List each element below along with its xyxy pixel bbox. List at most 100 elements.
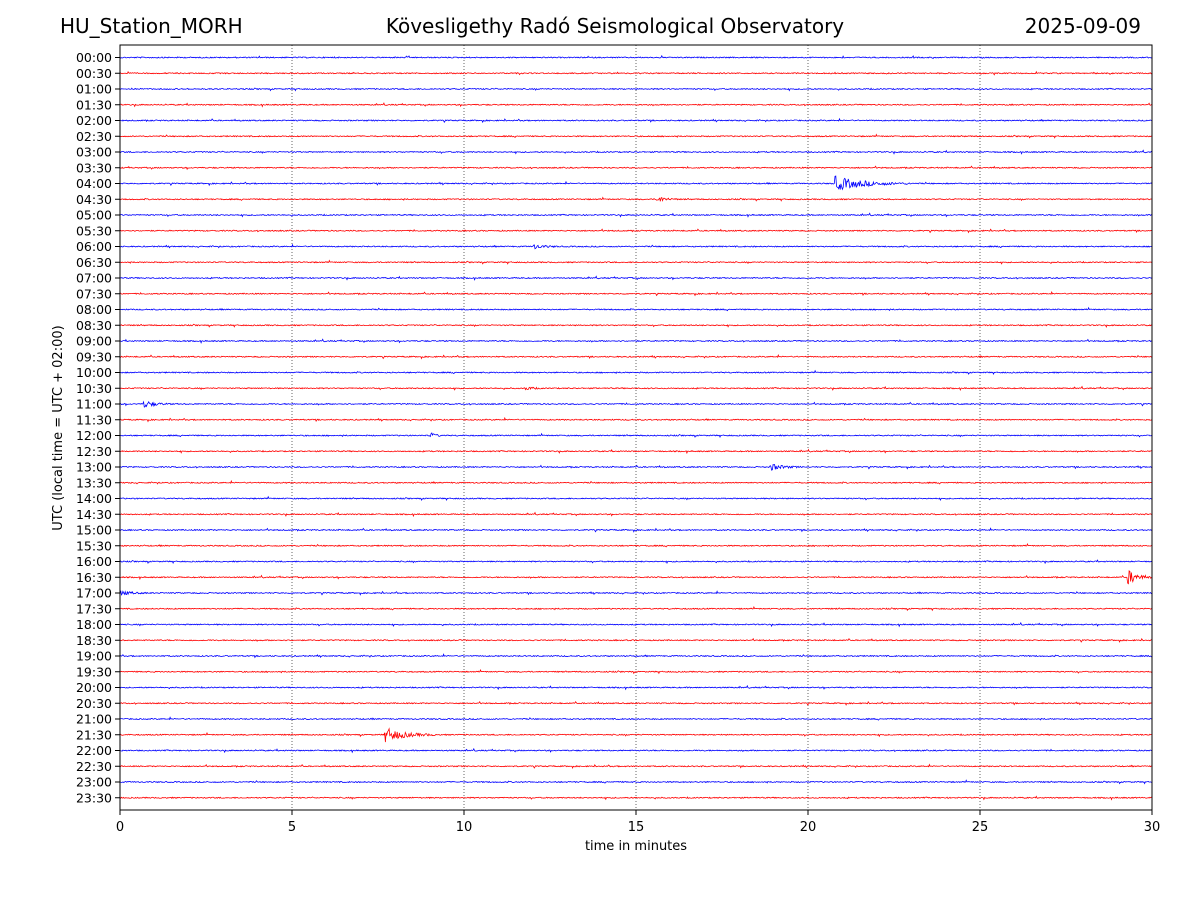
x-tick-label: 20 [800, 820, 817, 835]
y-tick-label: 01:00 [76, 82, 112, 97]
y-tick-label: 20:00 [76, 680, 112, 695]
y-tick-label: 08:30 [76, 318, 112, 333]
y-tick-label: 18:30 [76, 633, 112, 648]
station-name: HU_Station_MORH [60, 14, 243, 38]
x-tick-label: 0 [116, 820, 124, 835]
x-tick-label: 10 [456, 820, 473, 835]
y-tick-label: 07:00 [76, 271, 112, 286]
trace-0900 [119, 338, 1153, 344]
y-tick-label: 04:00 [76, 176, 112, 191]
trace-1030 [119, 385, 1153, 392]
chart-title: Kövesligethy Radó Seismological Observat… [385, 14, 845, 38]
y-axis: 00:0000:3001:0001:3002:0002:3003:0003:30… [76, 50, 120, 805]
trace-0700 [119, 275, 1153, 281]
trace-1530 [119, 543, 1153, 548]
y-tick-label: 16:30 [76, 570, 112, 585]
y-tick-label: 23:30 [76, 790, 112, 805]
trace-0200 [119, 117, 1153, 124]
trace-0800 [119, 306, 1153, 312]
trace-1700 [119, 590, 1153, 596]
trace-0730 [119, 290, 1153, 297]
y-tick-label: 16:00 [76, 554, 112, 569]
y-tick-label: 03:30 [76, 160, 112, 175]
y-tick-label: 06:00 [76, 239, 112, 254]
x-tick-label: 5 [288, 820, 296, 835]
trace-1900 [119, 653, 1153, 659]
trace-2000 [119, 684, 1153, 691]
y-tick-label: 18:00 [76, 617, 112, 632]
trace-2100 [119, 716, 1152, 721]
trace-1100 [119, 400, 1153, 408]
trace-0130 [119, 102, 1153, 108]
y-tick-label: 10:30 [76, 381, 112, 396]
trace-1300 [119, 463, 1153, 471]
x-tick-label: 25 [972, 820, 989, 835]
x-axis-label: time in minutes [585, 839, 687, 854]
y-tick-label: 14:00 [76, 491, 112, 506]
y-tick-label: 05:30 [76, 223, 112, 238]
trace-1200 [119, 432, 1153, 438]
y-tick-label: 20:30 [76, 696, 112, 711]
y-tick-label: 09:00 [76, 334, 112, 349]
y-tick-label: 12:30 [76, 444, 112, 459]
y-tick-label: 10:00 [76, 365, 112, 380]
y-tick-label: 00:00 [76, 50, 112, 65]
trace-2200 [119, 747, 1153, 754]
y-tick-label: 19:00 [76, 649, 112, 664]
x-axis: 0 5 10 15 20 25 30 [116, 810, 1160, 835]
trace-1730 [119, 606, 1153, 612]
trace-2330 [119, 795, 1153, 801]
y-axis-label: UTC (local time = UTC + 02:00) [51, 325, 66, 530]
y-tick-label: 17:30 [76, 601, 112, 616]
y-tick-label: 22:30 [76, 759, 112, 774]
y-tick-label: 15:30 [76, 538, 112, 553]
trace-0630 [119, 259, 1153, 265]
y-tick-label: 11:00 [76, 397, 112, 412]
trace-1400 [119, 495, 1153, 501]
trace-1800 [119, 621, 1153, 628]
trace-0230 [119, 133, 1153, 139]
trace-1930 [119, 669, 1153, 675]
x-tick-label: 30 [1144, 820, 1161, 835]
y-tick-label: 12:00 [76, 428, 112, 443]
trace-0600 [119, 243, 1153, 250]
trace-0930 [119, 353, 1153, 360]
y-tick-label: 19:30 [76, 664, 112, 679]
trace-1830 [119, 637, 1153, 643]
trace-0430 [119, 196, 1153, 202]
trace-1330 [119, 479, 1153, 485]
trace-2030 [119, 700, 1153, 706]
y-tick-label: 03:00 [76, 145, 112, 160]
trace-0830 [119, 323, 1153, 328]
y-tick-label: 23:00 [76, 775, 112, 790]
trace-0030 [119, 70, 1153, 76]
trace-1130 [119, 416, 1153, 423]
y-tick-label: 17:00 [76, 586, 112, 601]
y-tick-label: 22:00 [76, 743, 112, 758]
y-tick-label: 02:30 [76, 129, 112, 144]
trace-0330 [119, 165, 1153, 171]
trace-1230 [119, 448, 1153, 455]
y-tick-label: 14:30 [76, 507, 112, 522]
grid-lines [291, 45, 981, 810]
chart-date: 2025-09-09 [1024, 14, 1141, 38]
y-tick-label: 02:00 [76, 113, 112, 128]
y-tick-label: 21:00 [76, 712, 112, 727]
trace-0500 [119, 212, 1153, 218]
trace-1630 [119, 570, 1153, 585]
y-tick-label: 04:30 [76, 192, 112, 207]
y-tick-label: 06:30 [76, 255, 112, 270]
y-tick-label: 01:30 [76, 97, 112, 112]
y-tick-label: 13:00 [76, 460, 112, 475]
trace-2230 [119, 763, 1153, 769]
trace-0400 [119, 175, 1153, 191]
trace-1600 [119, 559, 1153, 565]
y-tick-label: 13:30 [76, 475, 112, 490]
trace-0530 [119, 228, 1153, 234]
y-tick-label: 15:00 [76, 523, 112, 538]
trace-1500 [119, 527, 1153, 533]
trace-0100 [119, 87, 1153, 92]
trace-2300 [119, 779, 1153, 785]
y-tick-label: 00:30 [76, 66, 112, 81]
